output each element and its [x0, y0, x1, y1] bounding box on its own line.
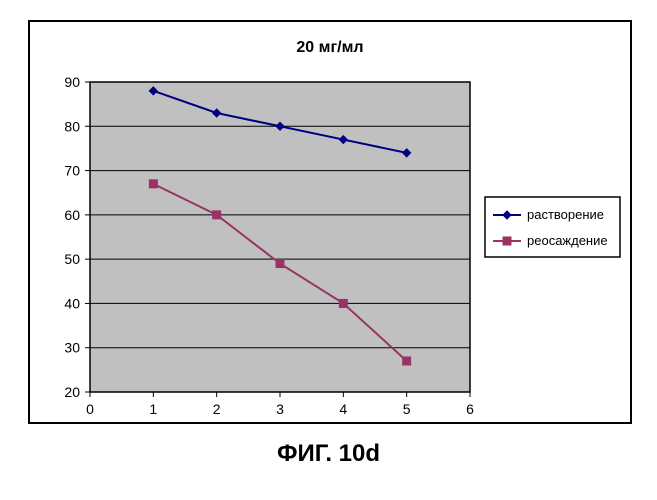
- chart-title: 20 мг/мл: [296, 39, 363, 56]
- ytick-label: 70: [64, 163, 80, 179]
- ytick-label: 20: [64, 384, 80, 400]
- figure-caption: ФИГ. 10d: [0, 440, 657, 468]
- marker-square: [403, 357, 411, 365]
- xtick-label: 5: [403, 401, 411, 417]
- legend-box: [485, 197, 620, 257]
- marker-square: [213, 211, 221, 219]
- ytick-label: 80: [64, 118, 80, 134]
- marker-square: [276, 260, 284, 268]
- legend-label: реосаждение: [527, 233, 608, 248]
- xtick-label: 4: [339, 401, 347, 417]
- chart-svg: 20 мг/мл 20 30 40 50 60 70 80 90 0 1 2 3 4 5 6 растворен…: [30, 22, 630, 422]
- xtick-label: 1: [149, 401, 157, 417]
- marker-square: [339, 299, 347, 307]
- ytick-label: 50: [64, 251, 80, 267]
- ytick-label: 40: [64, 295, 80, 311]
- chart-frame: 20 мг/мл 20 30 40 50 60 70 80 90 0 1 2 3 4 5 6 растворен…: [28, 20, 632, 424]
- xtick-label: 6: [466, 401, 474, 417]
- xtick-label: 0: [86, 401, 94, 417]
- ytick-label: 90: [64, 74, 80, 90]
- legend-label: растворение: [527, 207, 604, 222]
- ytick-label: 30: [64, 340, 80, 356]
- ytick-label: 60: [64, 207, 80, 223]
- marker-square: [149, 180, 157, 188]
- marker-square: [503, 237, 511, 245]
- xtick-label: 2: [213, 401, 221, 417]
- xtick-label: 3: [276, 401, 284, 417]
